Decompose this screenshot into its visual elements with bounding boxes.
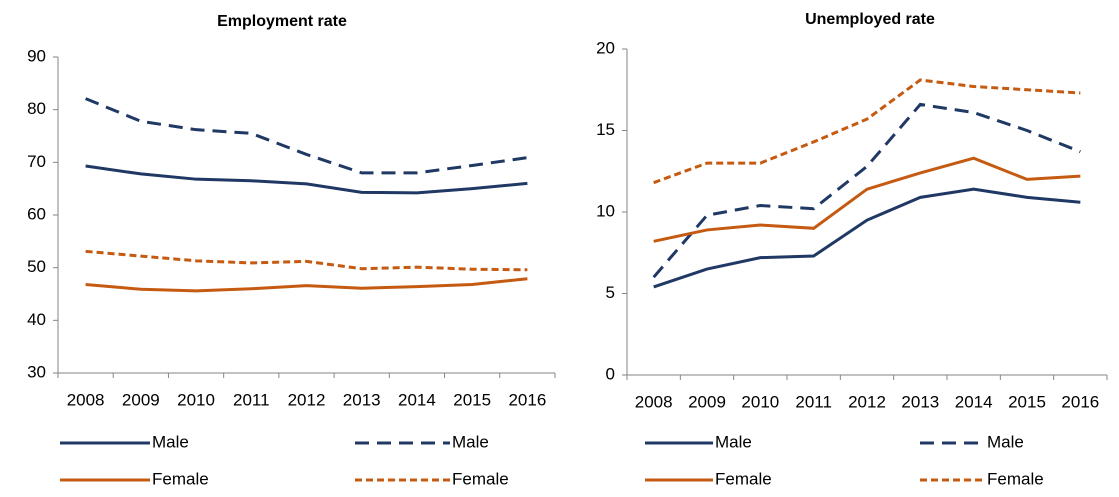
x-tick-label: 2012	[848, 392, 886, 411]
y-tick-label: 30	[27, 362, 46, 381]
y-tick-label: 5	[606, 283, 615, 302]
y-tick-label: 60	[27, 204, 46, 223]
x-tick-label: 2015	[453, 390, 491, 409]
x-tick-label: 2012	[288, 390, 326, 409]
legend-label: Male	[987, 432, 1024, 451]
y-tick-label: 70	[27, 152, 46, 171]
x-tick-label: 2008	[635, 392, 673, 411]
x-tick-label: 2010	[177, 390, 215, 409]
x-tick-label: 2010	[741, 392, 779, 411]
series-line	[653, 187, 1081, 289]
chart-title: Unemployed rate	[805, 11, 935, 28]
legend-label: Female	[452, 469, 509, 488]
x-tick-label: 2008	[67, 390, 105, 409]
legend-label: Female	[152, 469, 209, 488]
y-tick-label: 10	[596, 201, 615, 220]
y-tick-label: 40	[27, 310, 46, 329]
legend-label: Male	[452, 432, 489, 451]
series-line	[653, 78, 1081, 185]
x-tick-label: 2015	[1008, 392, 1046, 411]
x-tick-label: 2011	[233, 390, 270, 409]
x-tick-label: 2013	[343, 390, 381, 409]
x-tick-label: 2014	[955, 392, 993, 411]
y-tick-label: 50	[27, 257, 46, 276]
y-tick-label: 0	[606, 364, 615, 383]
legend-label: Female	[987, 469, 1044, 488]
x-tick-label: 2014	[398, 390, 436, 409]
y-tick-label: 20	[596, 38, 615, 57]
y-tick-label: 80	[27, 99, 46, 118]
y-tick-label: 90	[27, 46, 46, 65]
series-line	[85, 164, 528, 195]
x-tick-label: 2009	[688, 392, 726, 411]
x-tick-label: 2009	[122, 390, 160, 409]
x-tick-label: 2016	[508, 390, 546, 409]
series-line	[85, 97, 528, 175]
series-line	[653, 156, 1081, 243]
series-line	[652, 102, 1081, 279]
legend-label: Female	[715, 469, 772, 488]
x-tick-label: 2013	[901, 392, 939, 411]
y-tick-label: 15	[596, 120, 615, 139]
x-tick-label: 2011	[795, 392, 832, 411]
legend-label: Male	[152, 432, 189, 451]
chart-title: Employment rate	[217, 13, 347, 30]
x-tick-label: 2016	[1061, 392, 1099, 411]
series-line	[85, 277, 528, 293]
series-line	[85, 249, 528, 272]
legend-label: Male	[715, 432, 752, 451]
